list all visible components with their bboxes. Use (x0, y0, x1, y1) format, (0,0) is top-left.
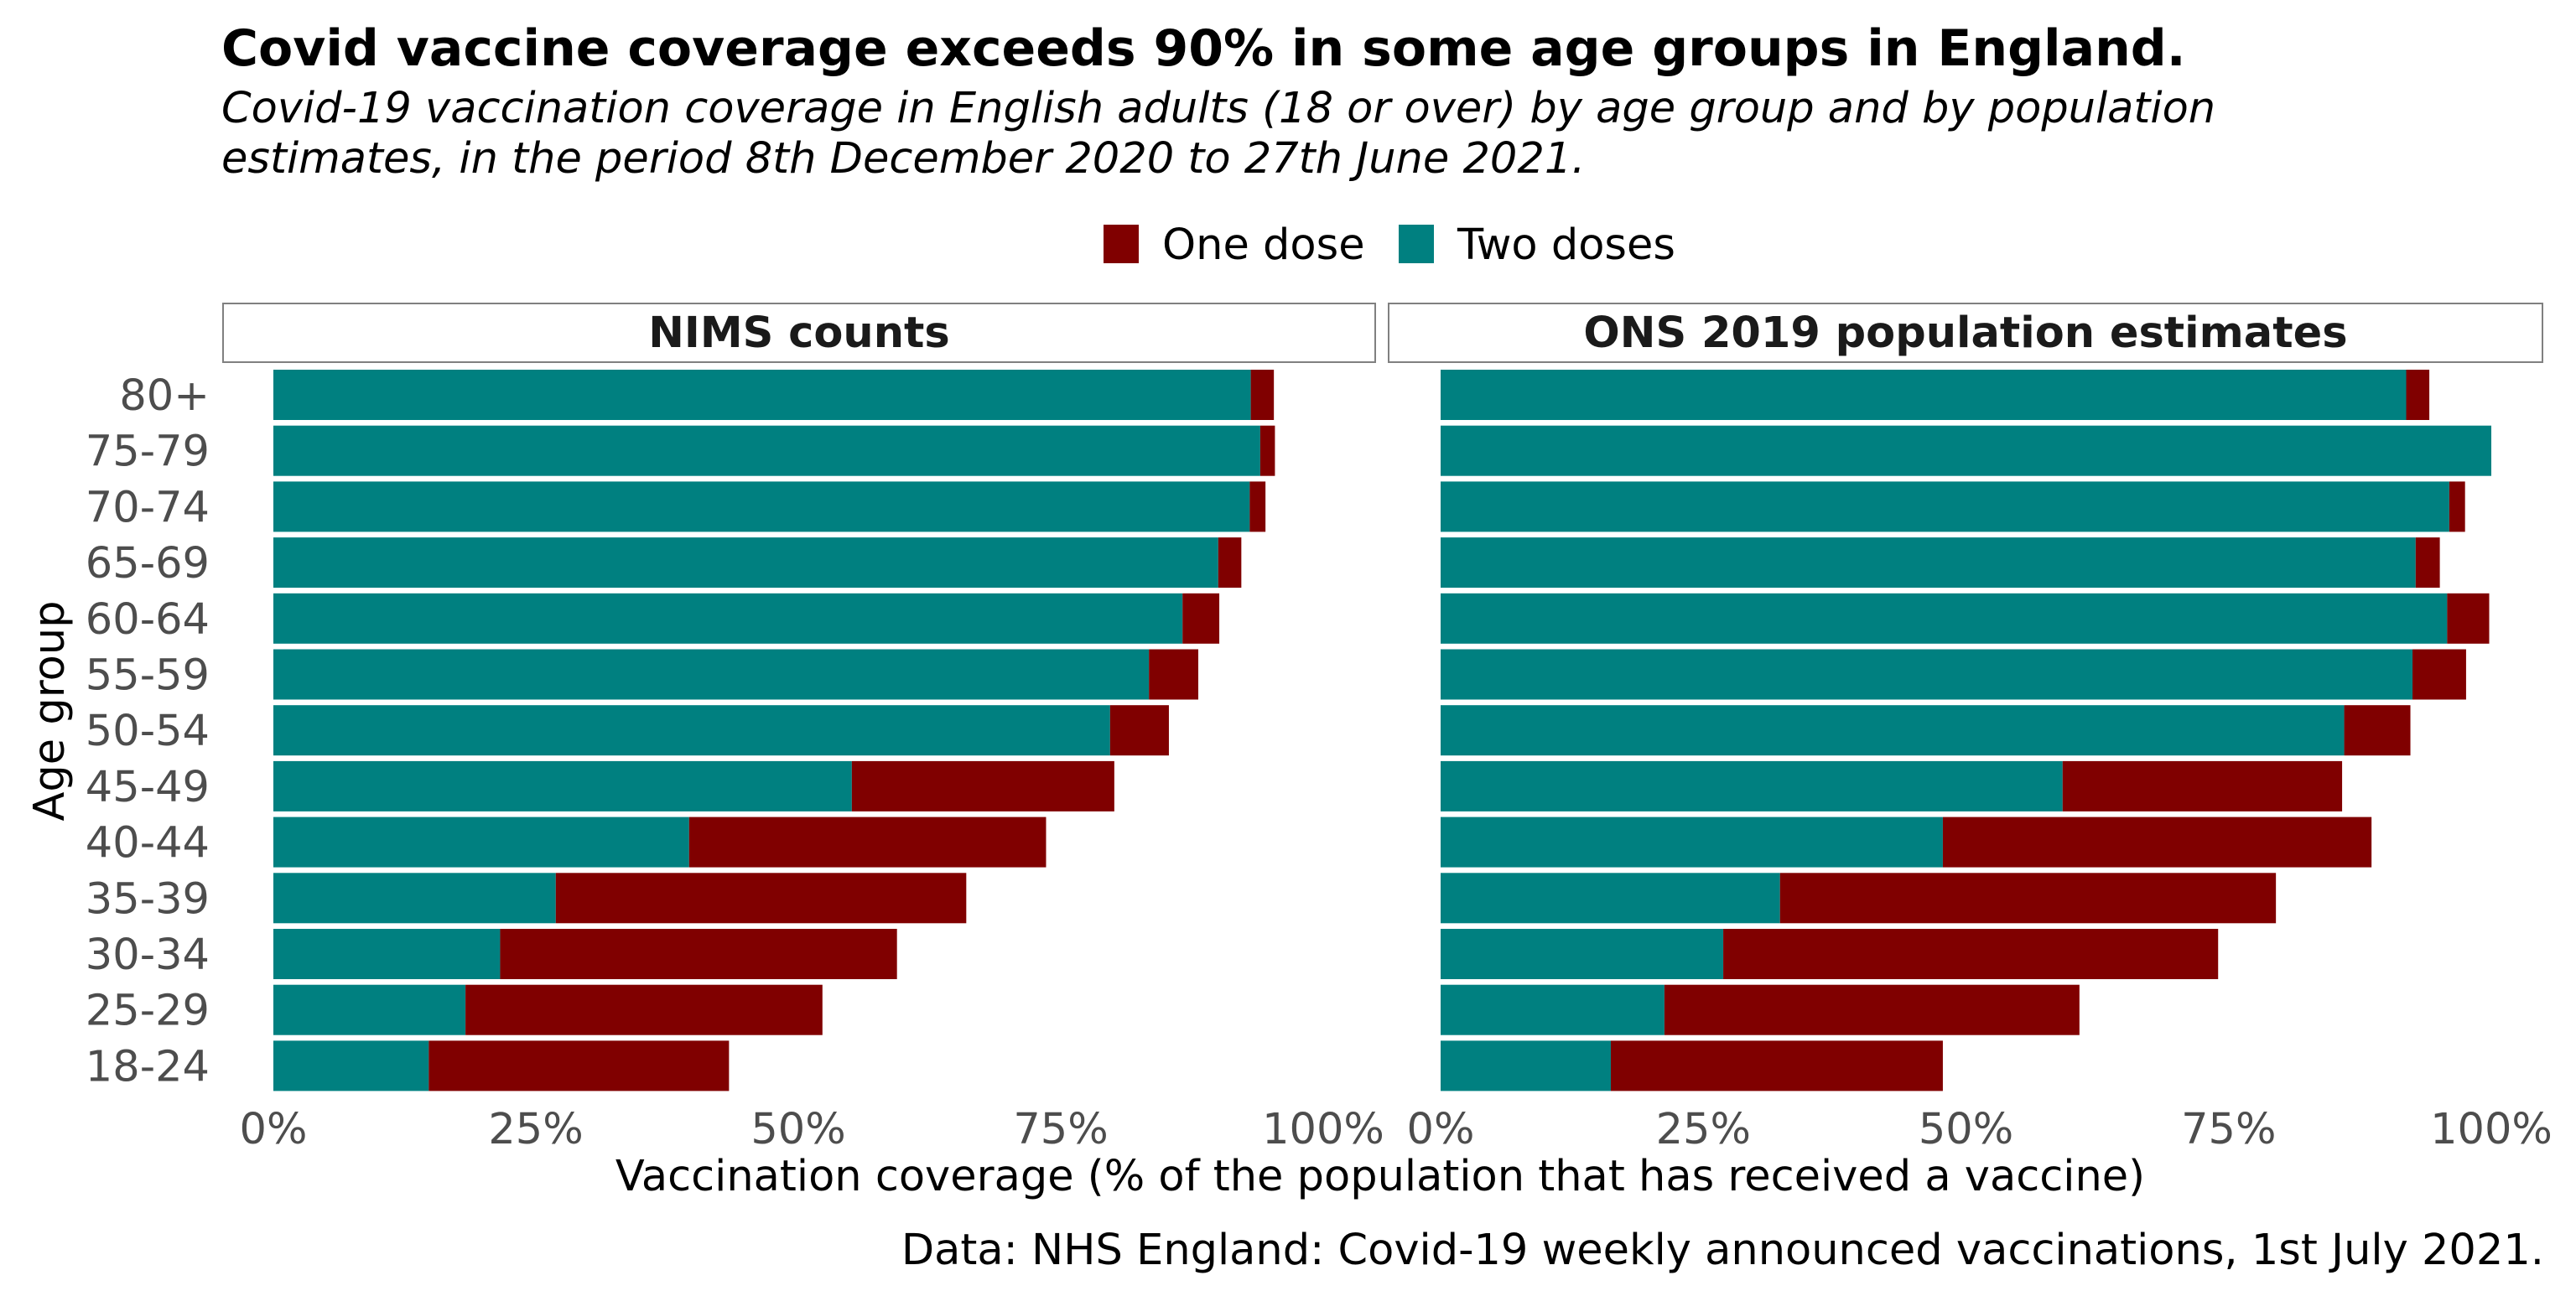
bar-two-doses-55-59-panel-1 (273, 649, 1150, 700)
bar-two-doses-70-74-panel-1 (273, 481, 1250, 532)
bar-one-dose-35-39-panel-2 (1779, 873, 2277, 924)
bar-two-doses-80+-panel-2 (1441, 370, 2407, 420)
legend: One dose Two doses (1104, 220, 1675, 270)
bar-two-doses-30-34-panel-1 (273, 929, 501, 979)
bar-one-dose-45-49-panel-1 (851, 760, 1114, 811)
x-tick-label-25-panel-1: 25% (488, 1105, 583, 1154)
x-tick-label-100-panel-1: 100% (1262, 1105, 1384, 1154)
bar-one-dose-18-24-panel-1 (428, 1040, 730, 1091)
bar-two-doses-18-24-panel-1 (273, 1040, 429, 1091)
y-tick-label-30-34: 30-34 (86, 931, 210, 980)
bar-two-doses-40-44-panel-2 (1441, 817, 1943, 868)
legend-swatch-two-doses (1399, 225, 1434, 263)
x-tick-label-75-panel-2: 75% (2181, 1105, 2276, 1154)
bar-two-doses-75-79-panel-2 (1441, 425, 2491, 476)
legend-swatch-one-dose (1104, 225, 1139, 263)
y-tick-label-70-74: 70-74 (86, 483, 210, 532)
bar-one-dose-30-34-panel-1 (500, 929, 897, 979)
bar-two-doses-65-69-panel-1 (273, 537, 1218, 588)
bar-one-dose-35-39-panel-1 (555, 873, 967, 924)
bar-one-dose-55-59-panel-1 (1149, 649, 1199, 700)
bar-one-dose-25-29-panel-2 (1664, 984, 2080, 1035)
bar-two-doses-75-79-panel-1 (273, 425, 1260, 476)
bar-one-dose-50-54-panel-2 (2344, 705, 2411, 756)
bar-two-doses-45-49-panel-1 (273, 760, 852, 811)
bar-one-dose-60-64-panel-1 (1182, 593, 1220, 644)
bar-one-dose-30-34-panel-2 (1723, 929, 2219, 979)
bar-one-dose-40-44-panel-1 (688, 817, 1046, 868)
y-tick-label-40-44: 40-44 (86, 819, 210, 868)
bar-one-dose-65-69-panel-2 (2415, 537, 2440, 588)
bar-two-doses-40-44-panel-1 (273, 817, 689, 868)
y-axis-title: Age group (25, 601, 75, 822)
bar-two-doses-65-69-panel-2 (1441, 537, 2416, 588)
panel-strip-2 (1388, 303, 2543, 363)
x-tick-label-0-panel-2: 0% (1407, 1105, 1475, 1154)
y-tick-label-50-54: 50-54 (86, 707, 210, 756)
bar-two-doses-55-59-panel-2 (1441, 649, 2413, 700)
bar-one-dose-70-74-panel-1 (1249, 481, 1266, 532)
bar-two-doses-35-39-panel-1 (273, 873, 556, 924)
bar-two-doses-60-64-panel-1 (273, 593, 1183, 644)
bar-two-doses-25-29-panel-1 (273, 984, 466, 1035)
x-tick-label-50-panel-1: 50% (750, 1105, 845, 1154)
bar-one-dose-75-79-panel-1 (1259, 425, 1275, 476)
x-axis-title: Vaccination coverage (% of the populatio… (615, 1152, 2145, 1201)
x-tick-label-25-panel-2: 25% (1656, 1105, 1751, 1154)
bar-one-dose-45-49-panel-2 (2062, 760, 2343, 811)
legend-label-one-dose: One dose (1162, 220, 1365, 270)
x-tick-label-50-panel-2: 50% (1919, 1105, 2013, 1154)
y-tick-label-45-49: 45-49 (86, 763, 210, 812)
bar-two-doses-60-64-panel-2 (1441, 593, 2448, 644)
bar-one-dose-65-69-panel-1 (1218, 537, 1242, 588)
bar-one-dose-40-44-panel-2 (1942, 817, 2372, 868)
bar-one-dose-60-64-panel-2 (2447, 593, 2490, 644)
panel-2: ONS 2019 population estimates 0% 25% 50% 75%… (1388, 303, 2553, 1154)
panel-strip-1 (222, 303, 1376, 363)
x-tick-label-100-panel-2: 100% (2430, 1105, 2553, 1154)
bar-two-doses-30-34-panel-2 (1441, 929, 1724, 979)
y-tick-label-80+: 80+ (119, 371, 210, 421)
chart-caption: Data: NHS England: Covid-19 weekly annou… (901, 1226, 2544, 1275)
y-tick-label-65-69: 65-69 (86, 539, 210, 588)
chart-subtitle-line-1: Covid-19 vaccination coverage in English… (221, 84, 2215, 133)
y-tick-label-35-39: 35-39 (86, 874, 210, 924)
legend-label-two-doses: Two doses (1457, 220, 1675, 270)
bar-two-doses-50-54-panel-2 (1441, 705, 2345, 756)
bar-one-dose-80+-panel-1 (1250, 370, 1275, 420)
y-tick-label-25-29: 25-29 (86, 987, 210, 1036)
y-tick-label-55-59: 55-59 (86, 651, 210, 701)
bar-two-doses-35-39-panel-2 (1441, 873, 1780, 924)
bar-two-doses-25-29-panel-2 (1441, 984, 1665, 1035)
panel-strip-label-2: ONS 2019 population estimates (1583, 308, 2347, 358)
x-tick-label-75-panel-1: 75% (1013, 1105, 1108, 1154)
y-tick-label-75-79: 75-79 (86, 428, 210, 477)
bar-one-dose-70-74-panel-2 (2449, 481, 2465, 532)
bar-two-doses-45-49-panel-2 (1441, 760, 2063, 811)
y-tick-label-18-24: 18-24 (86, 1042, 210, 1091)
bar-two-doses-80+-panel-1 (273, 370, 1251, 420)
bar-one-dose-25-29-panel-1 (465, 984, 823, 1035)
y-tick-label-60-64: 60-64 (86, 595, 210, 645)
chart-subtitle-line-2: estimates, in the period 8th December 20… (221, 134, 1585, 184)
bar-one-dose-18-24-panel-2 (1610, 1040, 1943, 1091)
bar-two-doses-18-24-panel-2 (1441, 1040, 1611, 1091)
panel-strip-label-1: NIMS counts (648, 308, 950, 358)
bar-two-doses-70-74-panel-2 (1441, 481, 2449, 532)
x-tick-label-0-panel-1: 0% (240, 1105, 308, 1154)
bar-one-dose-55-59-panel-2 (2412, 649, 2466, 700)
y-axis: 80+ 75-79 70-74 65-69 60-64 55-59 50-54 45-49 40… (86, 371, 210, 1091)
chart-title: Covid vaccine coverage exceeds 90% in so… (221, 19, 2186, 78)
panel-1: NIMS counts 0% 25% 50% 75% 100% (222, 303, 1384, 1154)
bar-two-doses-50-54-panel-1 (273, 705, 1110, 756)
bar-one-dose-80+-panel-2 (2406, 370, 2430, 420)
bar-one-dose-50-54-panel-1 (1109, 705, 1169, 756)
